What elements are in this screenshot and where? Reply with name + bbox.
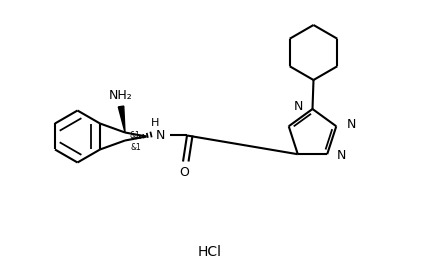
Text: HCl: HCl — [198, 244, 222, 259]
Text: N: N — [337, 149, 347, 162]
Text: &1: &1 — [131, 143, 141, 152]
Text: N: N — [346, 118, 356, 131]
Text: O: O — [179, 166, 189, 179]
Text: &1: &1 — [130, 131, 140, 140]
Text: H: H — [151, 119, 159, 129]
Text: NH₂: NH₂ — [109, 89, 133, 102]
Text: N: N — [155, 129, 165, 142]
Text: N: N — [294, 100, 304, 114]
Polygon shape — [118, 106, 125, 133]
